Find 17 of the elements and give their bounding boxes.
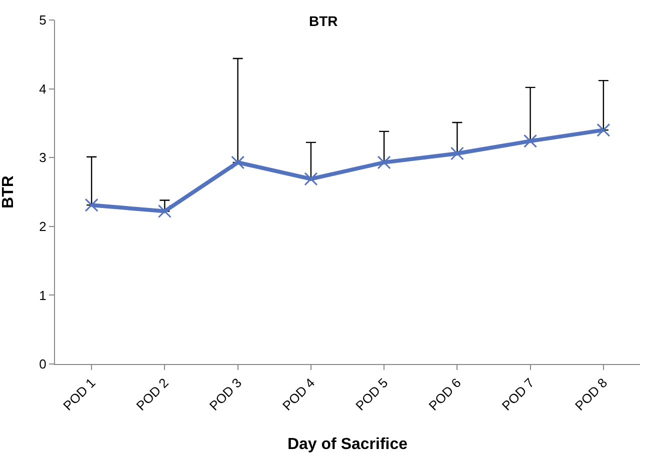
point <box>158 204 172 218</box>
chart-title: BTR <box>309 12 338 29</box>
y-tick-label: 3 <box>39 150 46 166</box>
point <box>596 123 610 137</box>
y-tick-label: 4 <box>39 81 46 96</box>
y-axis-title: BTR <box>0 175 17 208</box>
y-tick-label: 1 <box>39 288 46 303</box>
point <box>84 198 98 212</box>
x-axis-title: Day of Sacrifice <box>287 436 408 454</box>
point <box>377 156 391 170</box>
y-tick-label: 2 <box>39 218 46 234</box>
point <box>524 134 538 148</box>
y-tick-label: 0 <box>39 356 46 372</box>
point <box>231 156 245 170</box>
y-tick-label: 5 <box>39 12 46 28</box>
point <box>304 172 318 186</box>
point <box>450 146 464 160</box>
